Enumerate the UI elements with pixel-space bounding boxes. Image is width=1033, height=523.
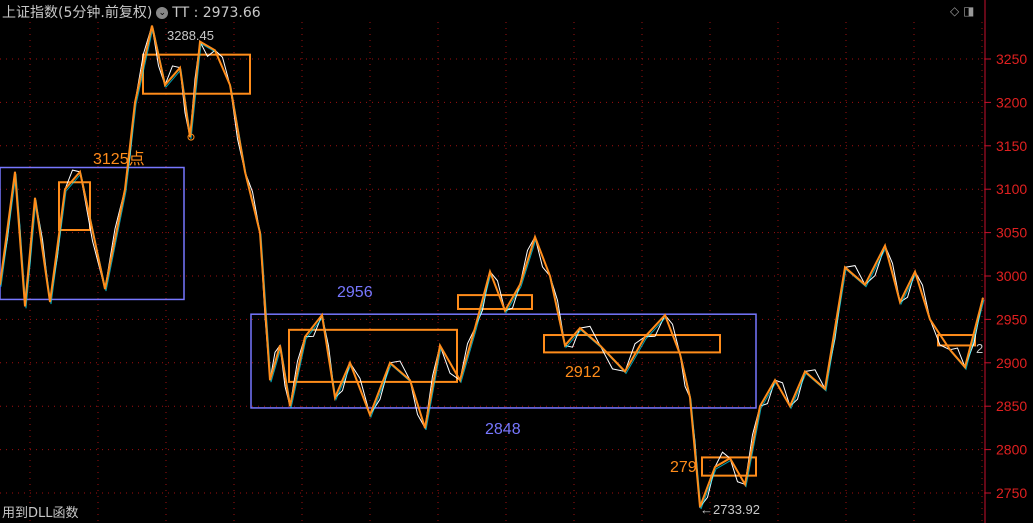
indicator-label: TT (172, 5, 190, 21)
high-label: 3288.45 (167, 28, 214, 43)
level-label: 3125点 (93, 150, 145, 168)
level-label: 279 (670, 459, 697, 476)
panel-toggle-icon[interactable]: ◨ (963, 4, 975, 18)
chart-title-bar: 上证指数(5分钟.前复权) ⌄ TT : 2973.66 (2, 5, 261, 21)
diamond-icon[interactable]: ◇ (950, 4, 960, 18)
pattern-box (58, 181, 91, 231)
support-resistance-zone (250, 313, 757, 409)
top-icons: ◇ ◨ (950, 4, 974, 18)
indicator-line (0, 25, 984, 508)
zone-top-label: 2956 (337, 284, 373, 301)
y-tick-label: 2900 (996, 355, 1027, 371)
y-tick-label: 2950 (996, 311, 1027, 327)
footer-status: 用到DLL函数 (2, 506, 79, 521)
pattern-box (288, 328, 458, 383)
pattern-box (457, 294, 533, 310)
y-tick-label: 2800 (996, 442, 1027, 458)
zone-bottom-label: 2848 (485, 421, 521, 438)
support-resistance-zone (0, 166, 185, 301)
pattern-box (543, 334, 721, 354)
price-line (0, 25, 984, 509)
chart-title: 上证指数(5分钟.前复权) (2, 5, 153, 21)
y-tick-label: 3250 (996, 51, 1027, 67)
right-marker-label: 2 (976, 341, 983, 356)
indicator-value: 2973.66 (202, 5, 261, 21)
y-tick-label: 3050 (996, 225, 1027, 241)
y-tick-label: 2850 (996, 398, 1027, 414)
chevron-down-icon[interactable]: ⌄ (156, 7, 169, 19)
low-label: ←2733.92 (700, 502, 760, 517)
pivot-marker (187, 133, 195, 141)
level-label: 2912 (565, 364, 601, 381)
y-tick-label: 3150 (996, 138, 1027, 154)
y-tick-label: 3200 (996, 94, 1027, 110)
y-tick-label: 3100 (996, 181, 1027, 197)
y-tick-label: 2750 (996, 485, 1027, 501)
y-tick-label: 3000 (996, 268, 1027, 284)
